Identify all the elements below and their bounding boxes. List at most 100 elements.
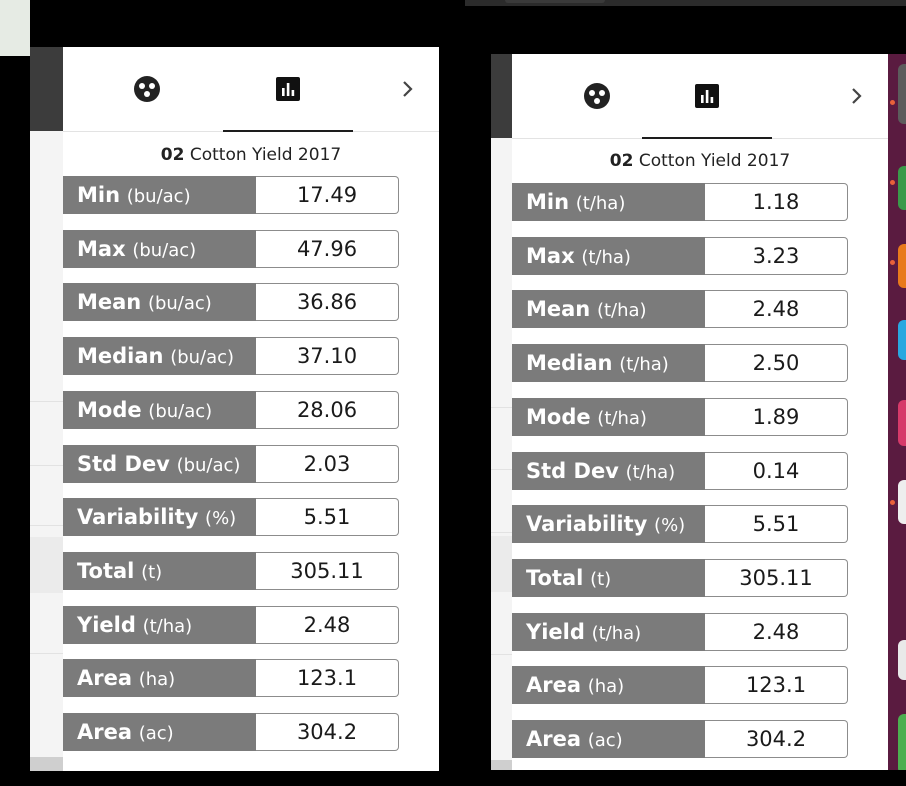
stat-name: Min bbox=[526, 190, 570, 214]
stat-row: Variability (%) 5.51 bbox=[63, 498, 399, 537]
palette-icon bbox=[584, 83, 610, 109]
stat-value: 2.03 bbox=[256, 444, 399, 483]
tab-statistics[interactable] bbox=[642, 54, 772, 139]
sidebar-footer bbox=[491, 760, 512, 770]
stat-label: Mode (bu/ac) bbox=[63, 390, 256, 429]
stat-name: Max bbox=[77, 236, 126, 261]
stat-label: Mean (t/ha) bbox=[512, 290, 705, 329]
stat-value: 305.11 bbox=[256, 551, 399, 590]
chevron-right-icon[interactable] bbox=[847, 84, 867, 108]
stat-unit: (ha) bbox=[138, 669, 176, 691]
dock-app-icon[interactable] bbox=[898, 64, 906, 124]
stat-row: Median (bu/ac) 37.10 bbox=[63, 337, 399, 376]
stat-label: Std Dev (bu/ac) bbox=[63, 444, 256, 483]
stat-value: 123.1 bbox=[705, 666, 848, 705]
dock-running-indicator bbox=[890, 260, 895, 265]
stat-row: Yield (t/ha) 2.48 bbox=[63, 605, 399, 644]
stat-value: 304.2 bbox=[256, 713, 399, 751]
left-sidebar bbox=[491, 54, 512, 770]
dock-app-icon[interactable] bbox=[898, 244, 906, 288]
stat-unit: (bu/ac) bbox=[170, 347, 235, 369]
stat-label: Variability (%) bbox=[63, 498, 256, 537]
stat-row: Mean (bu/ac) 36.86 bbox=[63, 283, 399, 322]
sidebar-divider bbox=[30, 525, 63, 526]
stat-unit: (t) bbox=[141, 561, 163, 583]
stat-name: Min bbox=[77, 183, 121, 207]
stat-value: 17.49 bbox=[256, 176, 399, 214]
chevron-right-icon[interactable] bbox=[398, 77, 418, 101]
stat-label: Max (bu/ac) bbox=[63, 229, 256, 268]
layer-title: 02 Cotton Yield 2017 bbox=[609, 151, 791, 171]
stat-name: Mode bbox=[77, 397, 142, 422]
sidebar-divider bbox=[30, 653, 63, 654]
dock-app-icon[interactable] bbox=[898, 400, 906, 446]
stat-value: 304.2 bbox=[705, 720, 848, 758]
stat-unit: (t/ha) bbox=[575, 193, 626, 214]
stat-value: 305.11 bbox=[705, 558, 848, 597]
stat-value: 2.48 bbox=[705, 290, 848, 329]
stat-row: Mode (t/ha) 1.89 bbox=[512, 397, 848, 436]
stat-unit: (t/ha) bbox=[591, 622, 642, 644]
stat-value: 2.48 bbox=[705, 612, 848, 651]
tab-style[interactable] bbox=[83, 47, 213, 131]
stat-unit: (ha) bbox=[587, 676, 625, 698]
stat-value: 5.51 bbox=[705, 505, 848, 544]
sidebar-divider bbox=[30, 401, 63, 402]
stat-row: Area (ha) 123.1 bbox=[63, 659, 399, 698]
sidebar-divider bbox=[491, 532, 512, 533]
stat-value: 37.10 bbox=[256, 337, 399, 376]
stat-row: Max (bu/ac) 47.96 bbox=[63, 229, 399, 268]
stat-label: Mean (bu/ac) bbox=[63, 283, 256, 322]
stat-unit: (bu/ac) bbox=[148, 400, 213, 422]
stats-panel-metric: 02 Cotton Yield 2017 Min (t/ha) 1.18 Max (… bbox=[491, 54, 888, 770]
stat-row: Std Dev (t/ha) 0.14 bbox=[512, 451, 848, 490]
dock-running-indicator bbox=[890, 100, 895, 105]
dock-app-icon[interactable] bbox=[898, 166, 906, 210]
sidebar-divider bbox=[491, 654, 512, 655]
stat-row: Min (bu/ac) 17.49 bbox=[63, 176, 399, 214]
dock-app-icon[interactable] bbox=[898, 320, 906, 360]
stat-name: Median bbox=[77, 344, 164, 369]
stat-unit: (bu/ac) bbox=[132, 239, 197, 261]
tab-style[interactable] bbox=[532, 54, 662, 138]
stat-row: Total (t) 305.11 bbox=[512, 558, 848, 597]
stat-unit: (ac) bbox=[138, 723, 174, 744]
stat-label: Yield (t/ha) bbox=[512, 612, 705, 651]
tab-statistics[interactable] bbox=[223, 47, 353, 132]
stat-label: Total (t) bbox=[63, 551, 256, 590]
stat-unit: (bu/ac) bbox=[147, 293, 212, 315]
sidebar-footer bbox=[30, 757, 63, 771]
stat-unit: (t/ha) bbox=[142, 615, 193, 637]
stat-name: Area bbox=[77, 720, 133, 744]
sidebar-divider bbox=[491, 469, 512, 470]
desktop-dock-edge bbox=[888, 54, 906, 770]
layer-title: 02 Cotton Yield 2017 bbox=[160, 145, 342, 165]
dock-app-icon[interactable] bbox=[898, 714, 906, 770]
stat-name: Std Dev bbox=[77, 451, 170, 476]
stat-unit: (%) bbox=[654, 515, 686, 537]
stat-value: 47.96 bbox=[256, 229, 399, 268]
stat-name: Yield bbox=[526, 619, 585, 644]
background-topbar-tab bbox=[505, 0, 605, 3]
stat-name: Mean bbox=[77, 290, 142, 315]
sidebar-header bbox=[491, 54, 512, 138]
dock-app-icon[interactable] bbox=[898, 480, 906, 524]
stat-row: Area (ha) 123.1 bbox=[512, 666, 848, 705]
stat-label: Std Dev (t/ha) bbox=[512, 451, 705, 490]
stat-row: Max (t/ha) 3.23 bbox=[512, 236, 848, 275]
bar-chart-icon bbox=[276, 77, 300, 101]
stat-unit: (ac) bbox=[587, 730, 623, 751]
dock-app-icon[interactable] bbox=[898, 640, 906, 680]
sidebar-divider bbox=[30, 465, 63, 466]
stat-label: Area (ha) bbox=[63, 659, 256, 698]
stat-name: Max bbox=[526, 243, 575, 268]
stat-value: 2.50 bbox=[705, 344, 848, 383]
stat-name: Median bbox=[526, 351, 613, 376]
stat-value: 2.48 bbox=[256, 605, 399, 644]
stat-label: Yield (t/ha) bbox=[63, 605, 256, 644]
stat-row: Yield (t/ha) 2.48 bbox=[512, 612, 848, 651]
stats-panel-imperial: 02 Cotton Yield 2017 Min (bu/ac) 17.49 Max… bbox=[30, 47, 439, 771]
stat-name: Mode bbox=[526, 404, 591, 429]
stat-label: Mode (t/ha) bbox=[512, 397, 705, 436]
stat-unit: (bu/ac) bbox=[176, 454, 241, 476]
